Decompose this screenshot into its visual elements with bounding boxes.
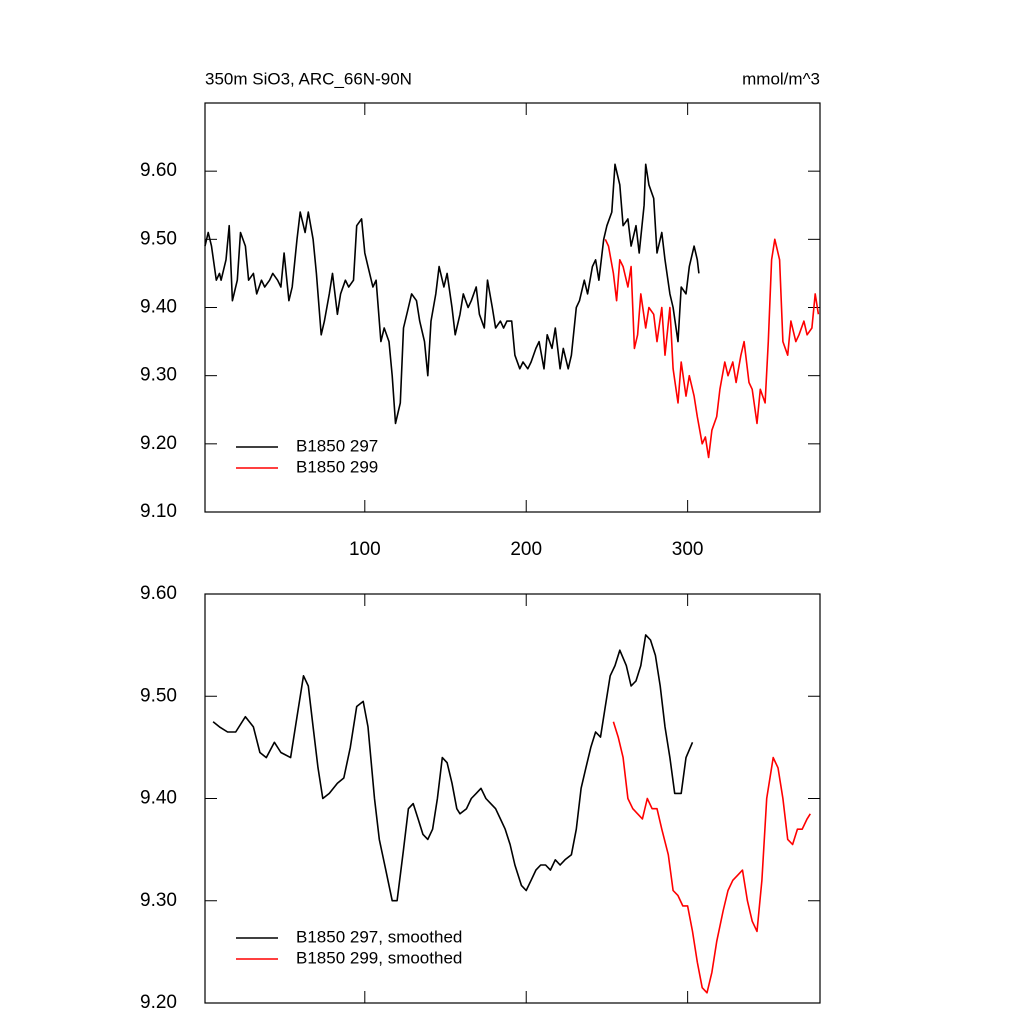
y-tick-label: 9.40 — [140, 788, 177, 809]
x-tick-label: 300 — [672, 539, 704, 560]
legend-label: B1850 297 — [296, 436, 378, 455]
y-tick-label: 9.50 — [140, 685, 177, 706]
x-tick-label: 100 — [349, 539, 381, 560]
chart-title: 350m SiO3, ARC_66N-90N — [205, 69, 412, 88]
data-line — [612, 721, 811, 994]
y-tick-label: 9.10 — [140, 501, 177, 522]
y-tick-label: 9.20 — [140, 433, 177, 454]
y-tick-label: 9.40 — [140, 297, 177, 318]
data-line — [204, 163, 700, 425]
y-tick-label: 9.60 — [140, 160, 177, 181]
y-tick-label: 9.30 — [140, 890, 177, 911]
data-line — [604, 238, 820, 459]
y-tick-label: 9.60 — [140, 583, 177, 604]
y-tick-label: 9.50 — [140, 228, 177, 249]
units-label: mmol/m^3 — [742, 69, 820, 88]
legend-label: B1850 297, smoothed — [296, 927, 462, 946]
y-tick-label: 9.20 — [140, 992, 177, 1013]
legend-label: B1850 299 — [296, 457, 378, 476]
data-line — [212, 634, 694, 902]
x-tick-label: 200 — [510, 539, 542, 560]
legend-label: B1850 299, smoothed — [296, 948, 462, 967]
y-tick-label: 9.30 — [140, 365, 177, 386]
